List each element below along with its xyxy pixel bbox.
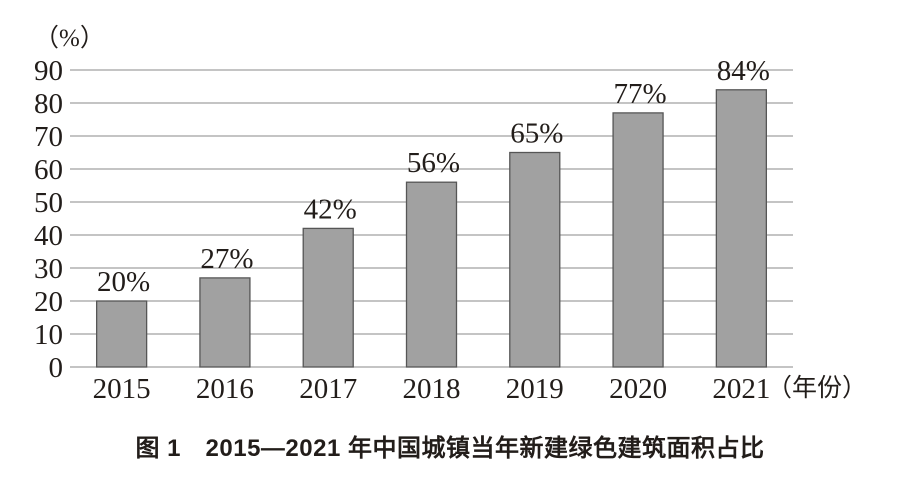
y-tick-label: 50	[34, 187, 63, 219]
y-tick-label: 10	[34, 319, 63, 351]
x-tick-label: 2021	[712, 373, 770, 405]
bar-value-label: 84%	[717, 55, 770, 87]
x-axis-unit-label: （年份）	[767, 374, 867, 402]
bar-value-label: 20%	[97, 266, 150, 298]
y-tick-label: 60	[34, 154, 63, 186]
bar-value-label: 27%	[200, 243, 253, 275]
x-tick-label: 2016	[196, 373, 254, 405]
figure-caption: 图 1 2015—2021 年中国城镇当年新建绿色建筑面积占比	[135, 435, 765, 462]
bar	[302, 227, 354, 368]
bar	[405, 181, 458, 368]
y-axis-unit-label: （%）	[34, 24, 105, 52]
y-tick-label: 40	[34, 220, 63, 252]
x-tick-label: 2017	[299, 373, 357, 405]
y-tick-label: 90	[34, 55, 63, 87]
x-tick-label: 2019	[506, 373, 564, 405]
y-tick-label: 0	[49, 352, 64, 384]
x-tick-label: 2015	[93, 373, 151, 405]
x-tick-label: 2020	[609, 373, 667, 405]
bar	[199, 277, 251, 368]
y-tick-label: 80	[34, 88, 63, 120]
bar	[715, 89, 768, 368]
y-tick-label: 20	[34, 286, 63, 318]
bar	[509, 151, 561, 368]
bar-value-label: 42%	[304, 193, 357, 225]
bar	[95, 300, 148, 368]
bar-value-label: 56%	[407, 147, 460, 179]
bar	[612, 112, 664, 368]
bar-value-label: 65%	[510, 118, 563, 150]
y-tick-label: 30	[34, 253, 63, 285]
y-tick-label: 70	[34, 121, 63, 153]
x-tick-label: 2018	[403, 373, 461, 405]
bar-value-label: 77%	[613, 78, 666, 110]
